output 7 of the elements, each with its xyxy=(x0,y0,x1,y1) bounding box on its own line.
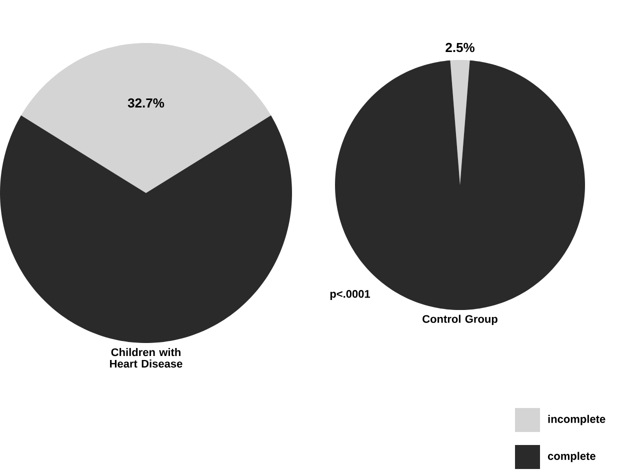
text: Control Group xyxy=(422,314,498,326)
text: p<.0001 xyxy=(330,290,370,300)
legend-label: incomplete xyxy=(548,414,606,426)
data-label: 32.7% xyxy=(128,98,164,108)
legend-label: complete xyxy=(548,452,596,462)
data-label: 2.5% xyxy=(446,42,474,52)
text: Children with Heart Disease xyxy=(110,348,182,368)
